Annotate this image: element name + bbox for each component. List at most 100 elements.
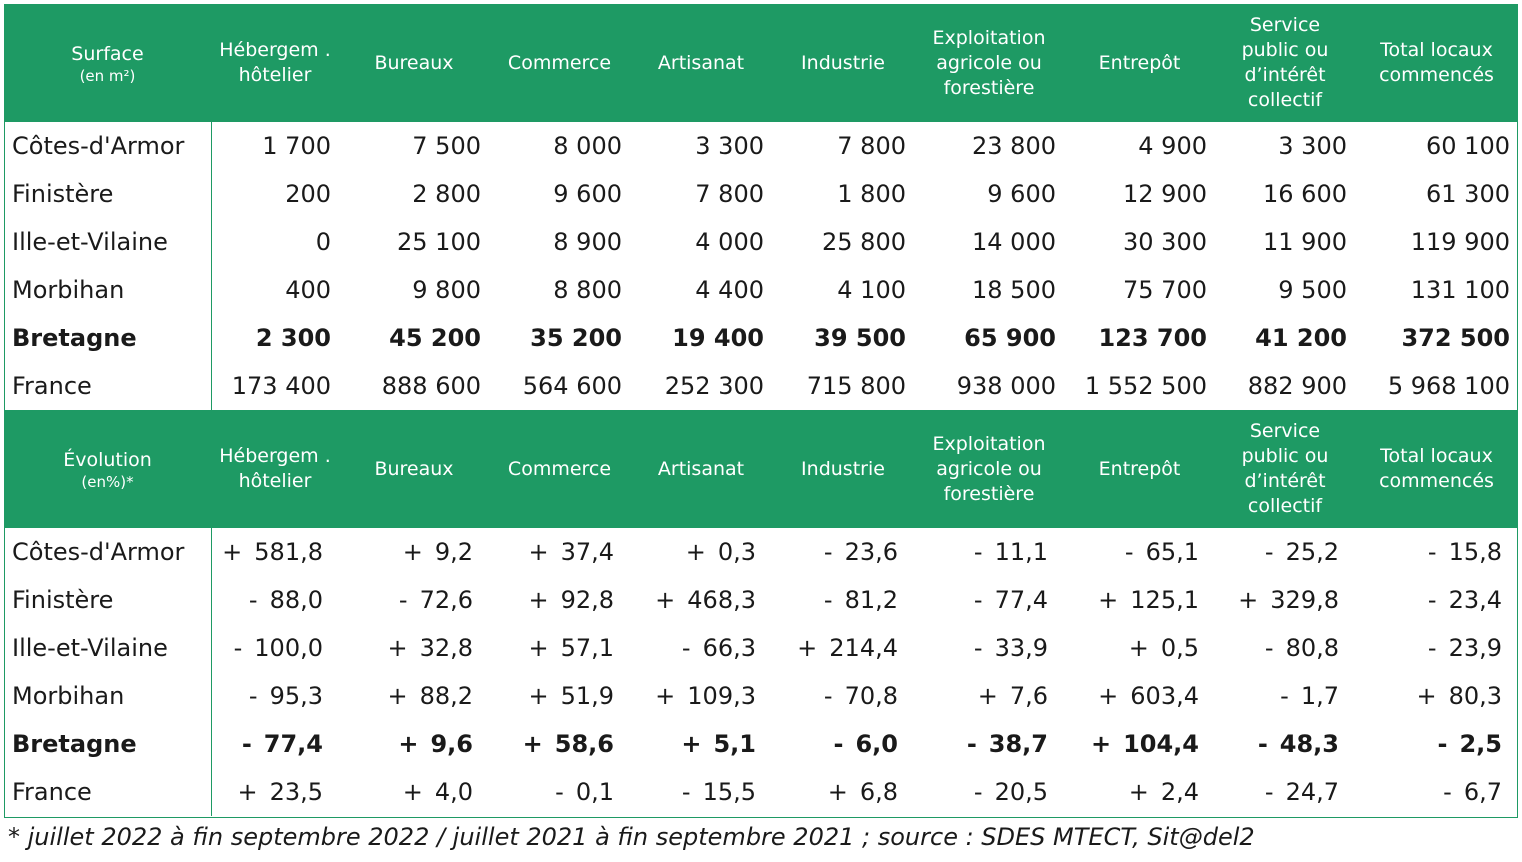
change-sign: - [973, 778, 983, 806]
change-value: 80,3 [1448, 682, 1502, 710]
evolution-value-cell: -81,2 [772, 576, 914, 624]
surface-row: Bretagne 2 300 45 200 35 200 19 400 39 500 65 … [4, 314, 1518, 362]
surface-value-cell: 9 800 [412, 276, 481, 304]
surface-value-cell: 45 200 [389, 324, 481, 352]
evolution-value-cell: +6,8 [772, 768, 914, 816]
evolution-value-cell: +9,2 [339, 528, 489, 576]
evolution-value-cell: +4,0 [339, 768, 489, 816]
change-value: 51,9 [560, 682, 614, 710]
row-name: Finistère [4, 170, 212, 218]
surface-value-cell: 888 600 [381, 372, 481, 400]
surface-row: Ille-et-Vilaine 0 25 100 8 900 4 000 25 800 14… [4, 218, 1518, 266]
row-name: Morbihan [4, 672, 212, 720]
change-value: 9,6 [430, 730, 473, 758]
surface-value-cell: 4 100 [837, 276, 906, 304]
change-sign: - [555, 778, 564, 806]
change-value: 81,2 [844, 586, 898, 614]
change-value: 214,4 [829, 634, 898, 662]
surface-label: Surface [71, 42, 144, 65]
evolution-value-cell: -70,8 [772, 672, 914, 720]
surface-section: Surface (en m²) Hébergem . hôtelier Bure… [4, 4, 1518, 410]
change-value: 23,9 [1448, 634, 1502, 662]
surface-value-cell: 938 000 [956, 372, 1056, 400]
evolution-value-cell: -0,1 [489, 768, 630, 816]
surface-value-cell: 131 100 [1410, 276, 1510, 304]
change-value: 468,3 [687, 586, 756, 614]
surface-value-cell: 1 552 500 [1084, 372, 1207, 400]
surface-value-cell: 14 000 [972, 228, 1056, 256]
surface-value-cell: 119 900 [1410, 228, 1510, 256]
evolution-value-cell: +2,4 [1064, 768, 1215, 816]
change-value: 25,2 [1285, 538, 1339, 566]
col-header-artisanat: Artisanat [630, 410, 772, 528]
col-header-service-public: Service public ou d’intérêt collectif [1215, 4, 1355, 122]
evolution-value-cell: -95,3 [211, 672, 339, 720]
change-value: 15,5 [702, 778, 756, 806]
surface-value-cell: 3 300 [1278, 132, 1347, 160]
evolution-value-cell: +7,6 [914, 672, 1064, 720]
row-name: France [4, 362, 212, 410]
evolution-value-cell: -88,0 [211, 576, 339, 624]
col-header-commerce: Commerce [489, 410, 630, 528]
change-sign: + [1128, 634, 1149, 662]
change-sign: + [655, 682, 676, 710]
change-value: 88,2 [419, 682, 473, 710]
change-value: 58,6 [554, 730, 614, 758]
surface-value-cell: 61 300 [1426, 180, 1510, 208]
change-value: 70,8 [844, 682, 898, 710]
evolution-value-cell: -15,5 [630, 768, 772, 816]
change-value: 109,3 [687, 682, 756, 710]
change-value: 0,1 [575, 778, 614, 806]
change-value: 104,4 [1123, 730, 1199, 758]
evolution-unit: (en%)* [81, 472, 134, 491]
evolution-row: Côtes-d'Armor +581,8 +9,2 +37,4 +0,3-23,6-11… [4, 528, 1518, 576]
change-sign: + [522, 730, 543, 758]
change-sign: + [528, 586, 549, 614]
evolution-header-row: Évolution (en%)* Hébergem . hôtelier Bur… [4, 410, 1518, 528]
change-value: 581,8 [254, 538, 323, 566]
evolution-value-cell: -66,3 [630, 624, 772, 672]
col-header-industrie: Industrie [772, 410, 914, 528]
change-value: 57,1 [560, 634, 614, 662]
surface-value-cell: 4 400 [695, 276, 764, 304]
surface-value-cell: 882 900 [1247, 372, 1347, 400]
surface-value-cell: 65 900 [964, 324, 1056, 352]
surface-row: France 173 400 888 600 564 600 252 300 715 80… [4, 362, 1518, 410]
row-name: Ille-et-Vilaine [4, 218, 212, 266]
surface-header-row: Surface (en m²) Hébergem . hôtelier Bure… [4, 4, 1518, 122]
evolution-value-cell: +23,5 [211, 768, 339, 816]
evolution-value-cell: +603,4 [1064, 672, 1215, 720]
surface-value-cell: 75 700 [1123, 276, 1207, 304]
surface-value-cell: 200 [285, 180, 331, 208]
col-header-total: Total locaux commencés [1355, 4, 1518, 122]
surface-value-cell: 9 600 [987, 180, 1056, 208]
change-value: 1,7 [1300, 682, 1339, 710]
evolution-value-cell: -48,3 [1215, 720, 1355, 768]
change-value: 4,0 [434, 778, 473, 806]
change-sign: - [973, 634, 983, 662]
change-sign: - [973, 586, 983, 614]
row-name: Ille-et-Vilaine [4, 624, 212, 672]
evolution-value-cell: -20,5 [914, 768, 1064, 816]
change-value: 329,8 [1270, 586, 1339, 614]
evolution-value-cell: +58,6 [489, 720, 630, 768]
surface-value-cell: 173 400 [231, 372, 331, 400]
change-value: 2,5 [1459, 730, 1502, 758]
evolution-value-cell: +214,4 [772, 624, 914, 672]
evolution-label: Évolution [63, 448, 152, 471]
surface-value-cell: 564 600 [522, 372, 622, 400]
evolution-row: Ille-et-Vilaine -100,0 +32,8 +57,1-66,3 +214… [4, 624, 1518, 672]
change-value: 95,3 [269, 682, 323, 710]
change-value: 66,3 [702, 634, 756, 662]
row-name: Bretagne [4, 720, 212, 768]
evolution-row: Bretagne -77,4 +9,6 +58,6 +5,1-6,0-38,7 +104,… [4, 720, 1518, 768]
evolution-value-cell: -80,8 [1215, 624, 1355, 672]
change-sign: + [402, 778, 423, 806]
change-sign: - [1264, 634, 1274, 662]
change-sign: + [797, 634, 818, 662]
surface-value-cell: 5 968 100 [1387, 372, 1510, 400]
change-value: 15,8 [1448, 538, 1502, 566]
evolution-value-cell: -11,1 [914, 528, 1064, 576]
surface-value-cell: 8 800 [553, 276, 622, 304]
change-sign: - [833, 730, 844, 758]
